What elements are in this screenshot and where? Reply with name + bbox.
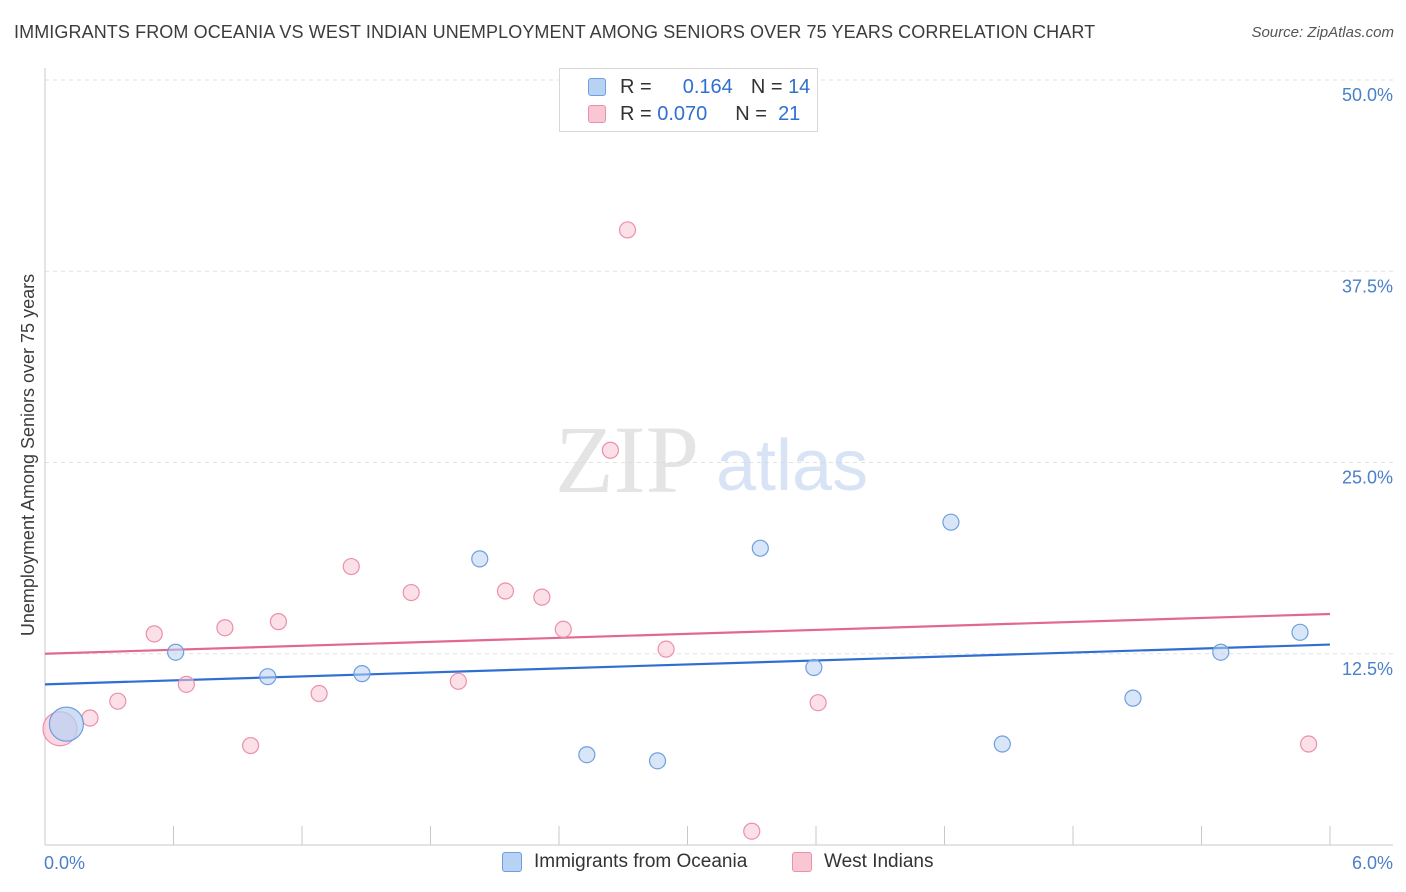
data-point-pink: [496, 582, 515, 600]
watermark-zip: ZIP: [555, 406, 699, 513]
bottom-legend-oceania: Immigrants from Oceania: [502, 851, 747, 873]
data-point-pink: [269, 613, 288, 631]
grid-layer: [45, 79, 1393, 655]
chart-title: IMMIGRANTS FROM OCEANIA VS WEST INDIAN U…: [14, 22, 1096, 42]
watermark-atlas: atlas: [716, 426, 868, 506]
data-point-pink: [1299, 735, 1318, 753]
data-point-pink: [657, 640, 675, 658]
data-point-pink: [242, 736, 260, 755]
y-tick-label: 37.5%: [1342, 276, 1393, 296]
legend-n-value: 21: [778, 102, 801, 125]
bottom-legend-label-west-indians: West Indians: [824, 851, 934, 872]
watermark: ZIP atlas: [555, 406, 868, 513]
legend-r-label: R =: [620, 75, 652, 98]
legend-r-value: 0.070: [657, 102, 708, 125]
legend-n-label: N =: [750, 75, 783, 98]
data-point-blue: [648, 752, 667, 770]
data-point-blue: [259, 668, 277, 686]
legend-r-label: R =: [620, 102, 652, 125]
legend-swatch-pink: [588, 105, 606, 123]
legend-swatch-blue: [588, 78, 606, 96]
data-point-pink: [554, 620, 572, 638]
data-point-blue: [993, 735, 1011, 753]
data-point-blue: [578, 746, 596, 764]
data-point-blue: [471, 550, 489, 568]
x-tick-label-min: 0.0%: [44, 853, 85, 873]
data-point-pink: [177, 675, 195, 693]
bottom-legend-swatch-pink: [792, 852, 812, 872]
x-tick-label-max: 6.0%: [1352, 853, 1393, 873]
legend-row-west-indians: R = 0.070 N = 21: [560, 102, 800, 126]
trend-line-blue: [44, 643, 1331, 686]
points-layer: [42, 221, 1318, 840]
legend-n-value: 14: [788, 75, 811, 98]
data-point-blue: [805, 658, 823, 677]
data-point-pink: [216, 619, 234, 637]
data-point-pink: [809, 694, 827, 712]
bottom-legend-label-oceania: Immigrants from Oceania: [534, 851, 748, 872]
y-tick-label: 50.0%: [1342, 85, 1393, 105]
data-point-pink: [145, 625, 163, 643]
data-point-pink: [109, 692, 127, 710]
legend-row-oceania: R = 0.164 N = 14: [560, 75, 810, 99]
correlation-legend: R = 0.164 N = 14 R = 0.070 N = 21: [559, 68, 818, 132]
data-point-blue: [751, 539, 769, 557]
y-tick-label: 12.5%: [1342, 659, 1393, 679]
bottom-legend-swatch-blue: [502, 852, 522, 872]
data-point-blue: [1291, 623, 1309, 641]
data-point-blue: [1124, 689, 1142, 707]
data-point-blue: [353, 665, 371, 683]
data-point-pink: [449, 672, 467, 690]
y-tick-label: 25.0%: [1342, 468, 1393, 488]
data-point-pink: [342, 557, 360, 576]
trend-layer: [44, 612, 1331, 686]
data-point-pink: [402, 583, 420, 602]
data-point-blue: [167, 643, 185, 661]
data-point-blue: [942, 513, 960, 531]
source-credit: Source: ZipAtlas.com: [1251, 24, 1394, 41]
y-axis-label: Unemployment Among Seniors over 75 years: [18, 274, 38, 636]
data-point-pink: [533, 588, 551, 606]
data-point-pink: [310, 684, 328, 703]
legend-r-value: 0.164: [682, 75, 733, 98]
data-point-blue: [48, 706, 85, 742]
bottom-legend-west-indians: West Indians: [792, 851, 933, 873]
data-point-pink: [81, 709, 99, 727]
data-point-pink: [601, 441, 620, 459]
data-point-pink: [618, 221, 637, 239]
axis-layer: 12.5% 25.0% 37.5% 50.0%: [44, 68, 1393, 846]
trend-line-pink: [44, 612, 1331, 655]
legend-n-label: N =: [735, 102, 767, 125]
data-point-pink: [743, 822, 761, 840]
data-point-blue: [1212, 643, 1230, 661]
